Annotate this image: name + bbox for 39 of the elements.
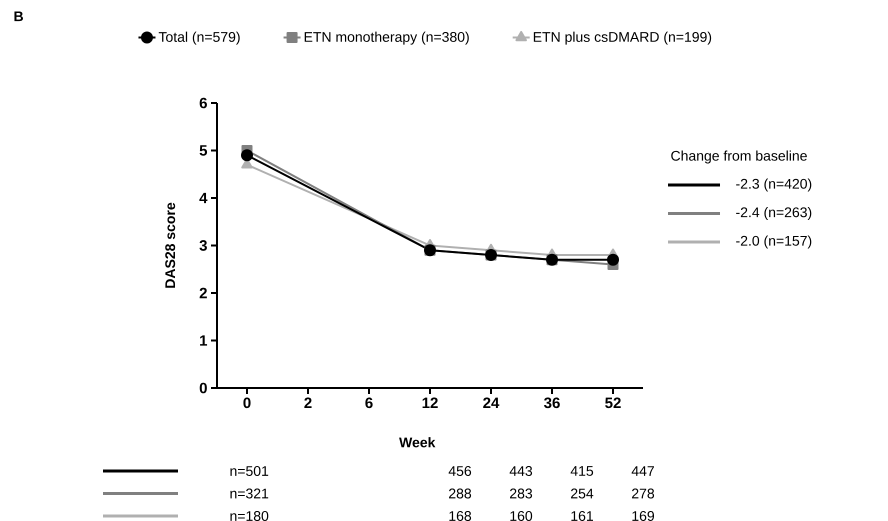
y-axis-title: DAS28 score — [165, 202, 176, 288]
x-tick-label: 12 — [422, 398, 438, 408]
y-tick-label: 0 — [200, 382, 207, 394]
text: 278 — [632, 488, 654, 498]
x-tick-label: 52 — [605, 398, 621, 408]
x-tick-label: 6 — [365, 398, 373, 408]
legend-label: ETN plus csDMARD (n=199) — [534, 32, 712, 45]
text: 169 — [632, 511, 654, 521]
text: 168 — [449, 511, 472, 521]
text: B — [14, 12, 23, 22]
text: -2.3 (n=420) — [736, 178, 812, 192]
text: 283 — [510, 488, 532, 498]
text: 415 — [570, 466, 594, 476]
text: 288 — [449, 488, 472, 498]
text: n=501 — [230, 466, 268, 476]
y-tick-label: 6 — [200, 98, 207, 108]
y-tick-label: 1 — [200, 335, 208, 346]
x-tick-label: 24 — [483, 398, 500, 408]
text: 443 — [510, 466, 532, 476]
text: -2.0 (n=157) — [736, 235, 812, 249]
text: 447 — [632, 466, 654, 476]
legend-label: ETN monotherapy (n=380) — [304, 32, 469, 45]
text: 161 — [571, 511, 594, 521]
text: 160 — [510, 511, 532, 521]
text: 456 — [448, 466, 472, 476]
x-axis-title: Week — [399, 437, 436, 448]
text: Change from baseline — [671, 150, 807, 164]
x-tick-label: 0 — [243, 398, 251, 408]
y-tick-label: 3 — [199, 240, 207, 251]
y-tick-label: 5 — [200, 145, 208, 156]
y-tick-label: 2 — [200, 288, 207, 298]
x-tick-label: 2 — [304, 398, 312, 408]
x-tick-label: 36 — [544, 398, 560, 408]
text: n=321 — [230, 488, 268, 498]
text: n=180 — [230, 511, 268, 521]
legend-label: Total (n=579) — [158, 32, 240, 45]
text: 254 — [571, 488, 594, 498]
text: -2.4 (n=263) — [736, 206, 812, 220]
y-tick-label: 4 — [199, 192, 208, 204]
